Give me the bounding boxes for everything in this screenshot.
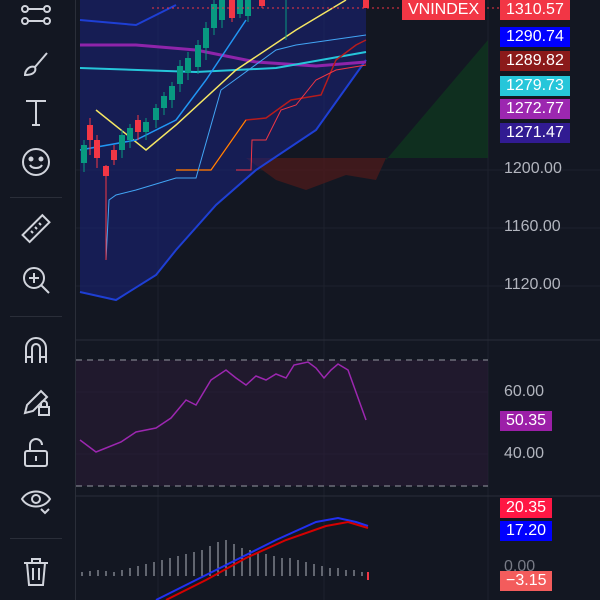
macd-value-label: 17.20 xyxy=(500,521,553,541)
emoji-tool[interactable] xyxy=(14,140,58,184)
smiley-icon xyxy=(22,148,50,176)
trash-icon xyxy=(24,558,48,586)
zoom-tool[interactable] xyxy=(14,258,58,302)
bollinger-upper xyxy=(79,4,177,27)
macd-value-label: −3.15 xyxy=(500,571,553,591)
unlock-tool[interactable] xyxy=(14,430,58,474)
macd-line xyxy=(155,516,369,600)
rsi-axis-tick: 60.00 xyxy=(504,383,545,400)
text-icon xyxy=(26,100,46,126)
rsi-band-fill xyxy=(76,360,488,486)
ichimoku-kijun xyxy=(236,64,367,171)
toolbar-divider xyxy=(10,197,62,198)
last-price-label: 1310.57 xyxy=(500,0,570,20)
chart-area[interactable]: VNINDEX 1310.57 1290.74 1289.82 1279.73 … xyxy=(76,0,600,600)
indicator-value-label: 1289.82 xyxy=(500,51,570,71)
macd-value-label: 20.35 xyxy=(500,498,553,518)
brush-tool[interactable] xyxy=(14,42,58,86)
rsi-value-label: 50.35 xyxy=(500,411,553,431)
magnet-tool[interactable] xyxy=(14,328,58,372)
hide-drawings-tool[interactable] xyxy=(14,478,58,522)
indicator-value-label: 1272.77 xyxy=(500,99,570,119)
ichimoku-tenkan xyxy=(105,34,367,261)
eye-icon xyxy=(20,490,52,515)
chart-canvas[interactable] xyxy=(76,0,600,600)
drawing-toolbar xyxy=(0,0,76,600)
lock-drawings-tool[interactable] xyxy=(14,380,58,424)
symbol-label: VNINDEX xyxy=(402,0,486,20)
magnet-icon xyxy=(25,337,47,363)
indicator-value-label: 1290.74 xyxy=(500,27,570,47)
macd-signal-line xyxy=(165,520,369,600)
pencil-lock-icon xyxy=(23,389,50,416)
ichimoku-cloud-bull xyxy=(386,40,488,160)
remove-drawings-tool[interactable] xyxy=(14,550,58,594)
indicator-value-label: 1279.73 xyxy=(500,76,570,96)
text-tool[interactable] xyxy=(14,90,58,134)
toolbar-divider xyxy=(10,316,62,317)
ichimoku-cloud-bear xyxy=(246,158,386,190)
ma-yellow xyxy=(95,0,347,151)
price-axis-tick: 1160.00 xyxy=(504,218,561,235)
rsi-line xyxy=(79,361,367,453)
indicator-value-label: 1271.47 xyxy=(500,123,570,143)
price-axis-tick: 1200.00 xyxy=(504,160,562,177)
ma-blue xyxy=(79,19,247,151)
zoom-in-icon xyxy=(23,267,50,294)
candlesticks xyxy=(81,0,369,260)
toolbar-divider xyxy=(10,538,62,539)
ma-orange xyxy=(176,119,247,171)
brush-icon xyxy=(23,52,48,77)
ruler-icon xyxy=(21,213,51,244)
trend-line-tool[interactable] xyxy=(14,0,58,34)
unlock-icon xyxy=(24,438,48,467)
trend-line-icon xyxy=(21,5,51,25)
bollinger-lower xyxy=(79,59,367,302)
price-axis-tick: 1120.00 xyxy=(504,276,561,293)
bollinger-band-fill xyxy=(80,0,366,300)
rsi-axis-tick: 40.00 xyxy=(504,445,545,462)
ma-purple xyxy=(80,43,367,68)
macd-axis-tick: 0.00 xyxy=(504,558,536,575)
measure-tool[interactable] xyxy=(14,208,58,252)
